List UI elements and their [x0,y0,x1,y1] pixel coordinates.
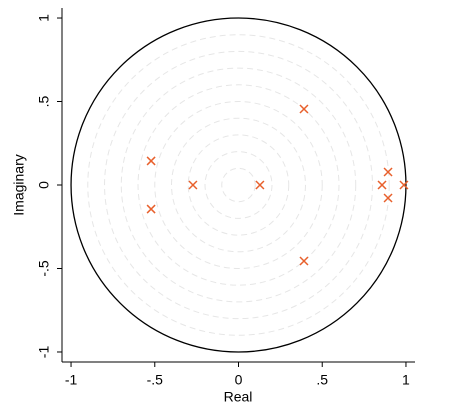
x-tick-label: -1 [65,372,78,388]
y-tick-label: -.5 [36,260,52,277]
point [255,180,265,190]
y-tick-label: 0 [36,181,52,189]
x-tick-label: 0 [235,372,243,388]
grid-circle [204,151,273,219]
grid-circle [221,167,256,203]
y-tick-label: 1 [36,14,52,22]
y-tick-label: .5 [36,95,52,107]
grid-circle [137,84,340,286]
grid-circle [187,134,290,236]
grid-circle [87,34,390,336]
grid-circle [104,50,373,320]
grid-circle [171,117,306,253]
x-axis-title: Real [224,389,253,405]
point [377,180,387,190]
point [299,104,309,114]
x-tick-label: -.5 [147,372,164,388]
point [399,180,409,190]
grid-circle [120,67,357,303]
point [383,167,393,177]
point [299,256,309,266]
point [146,204,156,214]
y-tick-label: -1 [36,346,52,359]
point [188,180,198,190]
point [146,156,156,166]
unit-circle [70,17,407,353]
point [383,193,393,203]
x-tick-label: 1 [402,372,410,388]
grid-circle [154,101,323,269]
x-tick-label: .5 [316,372,328,388]
y-axis-title: Imaginary [11,154,27,215]
